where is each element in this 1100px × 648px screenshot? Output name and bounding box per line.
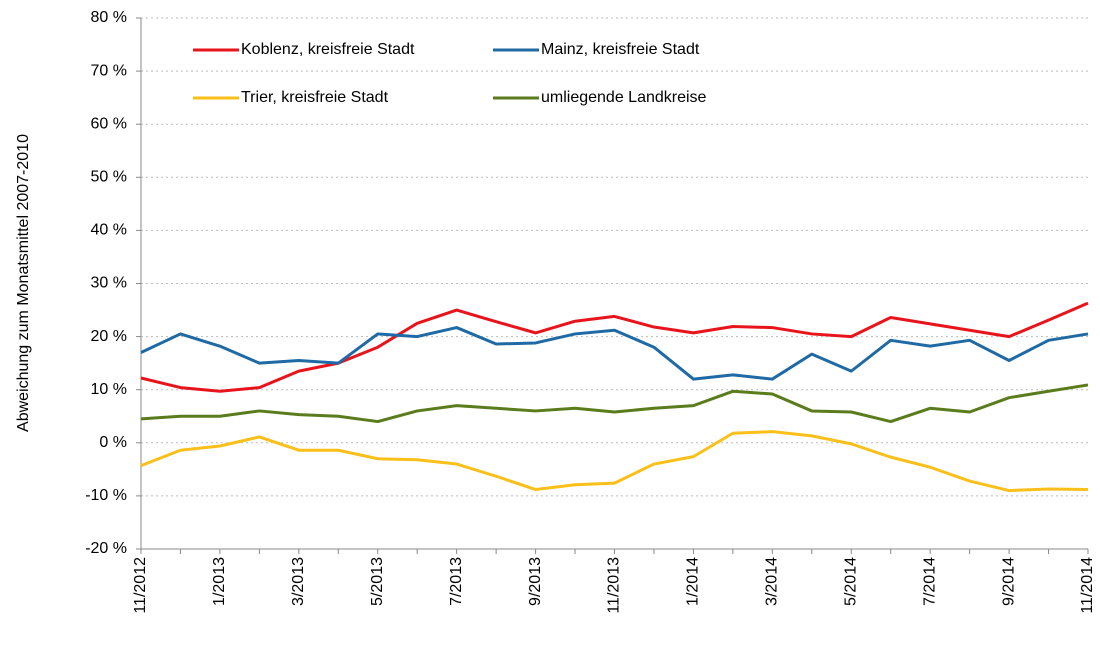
y-axis-label: Abweichung zum Monatsmittel 2007-2010 — [15, 134, 32, 432]
x-tick-label: 9/2014 — [1000, 557, 1017, 606]
x-tick-label: 11/2013 — [606, 557, 623, 614]
x-tick-label: 7/2014 — [921, 557, 938, 606]
y-tick-label: 80 % — [91, 9, 127, 26]
y-tick-label: 70 % — [91, 62, 127, 79]
x-tick-label: 3/2014 — [764, 557, 781, 606]
legend-label: Trier, kreisfreie Stadt — [241, 89, 389, 106]
data-line — [140, 430, 1089, 493]
x-tick-label: 9/2013 — [527, 557, 544, 606]
data-line — [140, 383, 1089, 424]
data-line — [140, 326, 1089, 381]
y-tick-label: 0 % — [99, 434, 127, 451]
y-tick-label: -10 % — [85, 487, 127, 504]
x-tick-label: 3/2013 — [290, 557, 307, 606]
data-line — [140, 301, 1089, 393]
y-tick-label: 30 % — [91, 275, 127, 292]
x-tick-label: 1/2014 — [685, 557, 702, 606]
y-tick-label: 60 % — [91, 115, 127, 132]
y-tick-label: 50 % — [91, 169, 127, 186]
x-tick-label: 11/2012 — [132, 557, 149, 614]
y-tick-label: 10 % — [91, 381, 127, 398]
y-tick-label: 20 % — [91, 328, 127, 345]
x-tick-label: 7/2013 — [448, 557, 465, 606]
y-tick-label: -20 % — [85, 540, 127, 557]
y-tick-label: 40 % — [91, 222, 127, 239]
x-tick-label: 5/2014 — [842, 557, 859, 606]
legend-label: Koblenz, kreisfreie Stadt — [241, 41, 415, 58]
legend-label: Mainz, kreisfreie Stadt — [541, 41, 700, 58]
x-tick-label: 5/2013 — [369, 557, 386, 606]
x-tick-label: 1/2013 — [211, 557, 228, 606]
x-tick-label: 11/2014 — [1079, 557, 1096, 614]
legend-label: umliegende Landkreise — [541, 89, 707, 106]
